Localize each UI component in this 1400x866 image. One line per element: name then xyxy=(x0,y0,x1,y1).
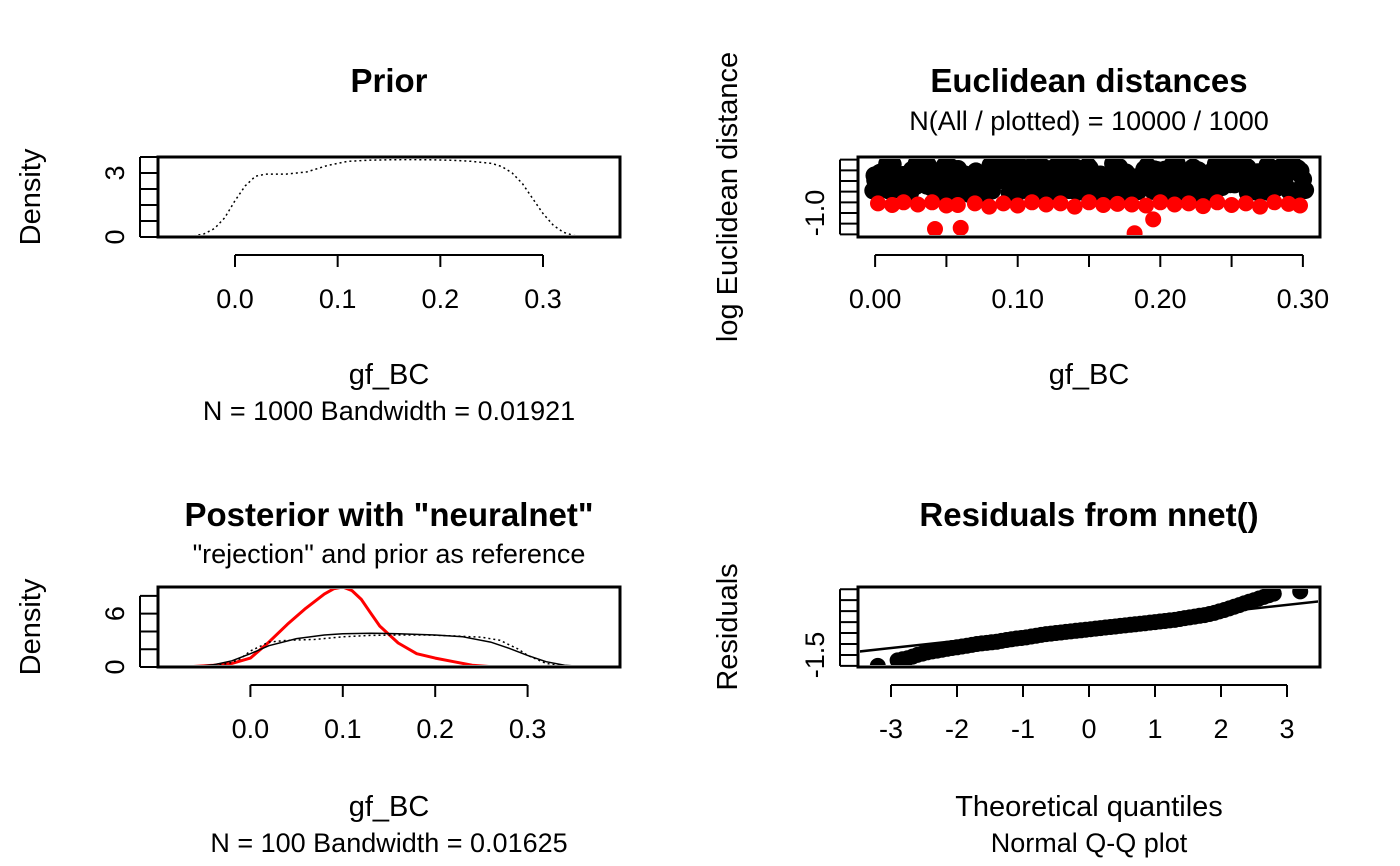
point-red xyxy=(924,194,941,211)
prior-density-panel: Prior gf_BC N = 1000 Bandwidth = 0.01921 De… xyxy=(15,62,622,426)
x-tick-label: 0.10 xyxy=(991,284,1044,314)
x-tick-label: 3 xyxy=(1279,714,1294,744)
chart-title: Residuals from nnet() xyxy=(919,496,1258,533)
point-red xyxy=(1066,198,1083,215)
point-black xyxy=(1290,163,1309,182)
point-red xyxy=(1166,196,1183,213)
point-red xyxy=(995,195,1012,212)
y-tick-label: -1.0 xyxy=(800,190,830,237)
point-red xyxy=(1081,194,1097,211)
point-red xyxy=(1009,197,1026,214)
point-red xyxy=(927,221,943,235)
x-tick-label: 0.0 xyxy=(216,284,254,314)
y-tick-label: 3 xyxy=(100,165,130,180)
point-red xyxy=(1223,197,1240,213)
point-red xyxy=(1095,197,1112,213)
x-axis-label: gf_BC xyxy=(349,791,430,823)
plot-area xyxy=(864,159,1315,235)
density-curve-1 xyxy=(203,632,572,665)
x-tick-label: 0.20 xyxy=(1134,284,1187,314)
plot-frame xyxy=(156,585,622,669)
x-tick-label: 0 xyxy=(1081,714,1096,744)
density-curve-2 xyxy=(215,634,562,665)
plot-area xyxy=(860,589,1318,665)
qq-point xyxy=(1265,589,1282,602)
x-tick-label: 0.1 xyxy=(324,714,362,744)
x-tick-label: 0.00 xyxy=(849,284,902,314)
point-red xyxy=(1252,198,1269,215)
point-red xyxy=(909,196,926,213)
x-tick-label: 0.2 xyxy=(422,284,460,314)
point-red xyxy=(949,197,966,213)
y-tick-label: -1.5 xyxy=(800,632,830,679)
density-curve-0 xyxy=(194,159,577,235)
point-red xyxy=(1266,194,1283,211)
chart-caption: Normal Q-Q plot xyxy=(991,828,1188,858)
point-red xyxy=(1038,196,1055,213)
point-red xyxy=(1109,195,1126,212)
y-axis-label: Density xyxy=(15,578,47,675)
chart-title: Euclidean distances xyxy=(930,62,1247,99)
x-tick-label: -2 xyxy=(945,714,969,744)
euclidean-distances-panel: Euclidean distances N(All / plotted) = 10… xyxy=(712,52,1329,391)
x-tick-label: 0.3 xyxy=(509,714,547,744)
point-red xyxy=(1152,194,1169,211)
point-red xyxy=(1195,198,1212,215)
point-red xyxy=(952,219,969,235)
y-tick-label: 0 xyxy=(100,659,130,674)
plot-frame xyxy=(856,155,1322,239)
point-black xyxy=(1296,181,1315,200)
point-red xyxy=(1138,197,1154,214)
density-curve-0 xyxy=(193,589,489,665)
x-tick-label: -3 xyxy=(879,714,903,744)
chart-caption: N = 1000 Bandwidth = 0.01921 xyxy=(203,396,575,426)
chart-caption: N = 100 Bandwidth = 0.01625 xyxy=(210,828,567,858)
x-axis-label: gf_BC xyxy=(1049,359,1130,391)
y-axis-label: Density xyxy=(15,148,47,245)
x-tick-label: 0.3 xyxy=(524,284,562,314)
y-axis-label: log Euclidean distance xyxy=(712,52,744,342)
posterior-density-panel: Posterior with "neuralnet" "rejection" an… xyxy=(15,496,622,858)
point-red xyxy=(1123,196,1140,213)
point-red xyxy=(1292,197,1308,214)
plot-frame xyxy=(856,585,1322,669)
plot-frame xyxy=(156,155,622,239)
y-tick-label: 6 xyxy=(100,606,130,621)
x-axis-label: gf_BC xyxy=(349,359,430,391)
point-black xyxy=(1234,159,1253,172)
x-tick-label: 2 xyxy=(1213,714,1228,744)
x-tick-label: -1 xyxy=(1011,714,1035,744)
point-red xyxy=(895,194,912,211)
point-red xyxy=(1180,195,1197,212)
point-red xyxy=(870,195,886,212)
point-red xyxy=(1024,194,1040,211)
x-tick-label: 0.2 xyxy=(416,714,454,744)
plot-area xyxy=(193,589,572,665)
chart-subtitle: "rejection" and prior as reference xyxy=(193,539,586,569)
point-red xyxy=(1209,194,1226,211)
y-tick-label: 0 xyxy=(100,229,130,244)
x-tick-label: 0.30 xyxy=(1277,284,1330,314)
residuals-qq-panel: Residuals from nnet() Theoretical quantil… xyxy=(712,496,1322,858)
plot-area xyxy=(194,159,577,235)
point-red xyxy=(1237,195,1254,212)
y-axis-label: Residuals xyxy=(712,563,744,690)
x-axis-label: Theoretical quantiles xyxy=(955,791,1223,823)
point-red xyxy=(938,197,955,214)
point-red xyxy=(1052,195,1069,212)
chart-subtitle: N(All / plotted) = 10000 / 1000 xyxy=(909,106,1268,136)
point-red xyxy=(981,198,998,215)
x-tick-label: 1 xyxy=(1147,714,1162,744)
point-red xyxy=(1145,211,1162,228)
x-tick-label: 0.0 xyxy=(232,714,270,744)
point-red xyxy=(966,195,983,212)
point-red xyxy=(1126,225,1143,235)
qq-point xyxy=(869,657,886,665)
chart-title: Prior xyxy=(350,62,427,99)
chart-title: Posterior with "neuralnet" xyxy=(184,496,593,533)
x-tick-label: 0.1 xyxy=(319,284,357,314)
qq-point xyxy=(1292,589,1309,600)
